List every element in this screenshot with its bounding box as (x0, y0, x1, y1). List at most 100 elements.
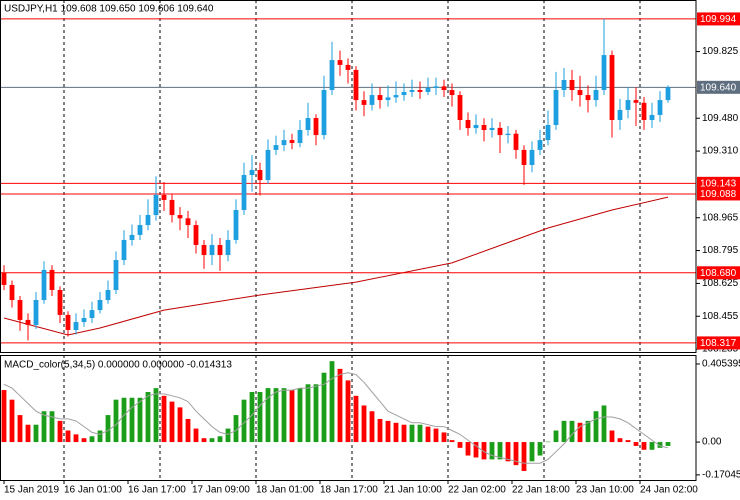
macd-bar (561, 420, 567, 443)
candle-body (425, 87, 431, 92)
macd-bar (41, 411, 47, 443)
candle-body (113, 260, 119, 290)
macd-bar (529, 442, 535, 462)
macd-bar (25, 424, 31, 443)
candle-body (593, 90, 599, 101)
candle-body (553, 90, 559, 125)
macd-bar (137, 397, 143, 443)
candle-body (401, 91, 407, 96)
candle-body (481, 124, 487, 131)
candle-body (233, 210, 239, 240)
candle-body (441, 86, 447, 91)
candle-body (9, 284, 15, 301)
candle-body (73, 322, 79, 330)
candle-body (513, 133, 519, 150)
candle-body (465, 119, 471, 129)
macd-bar (33, 424, 39, 443)
macd-bar (129, 397, 135, 443)
macd-bar (665, 442, 671, 446)
candle-body (185, 218, 191, 226)
candle-body (393, 95, 399, 98)
x-tick-label: 22 Jan 18:00 (512, 485, 570, 496)
macd-bar (241, 399, 247, 443)
macd-bar (537, 442, 543, 456)
candle-body (497, 127, 503, 136)
candle-body (473, 124, 479, 129)
macd-bar (153, 388, 159, 443)
candle-body (577, 90, 583, 96)
macd-bar (609, 430, 615, 443)
level-label-box (697, 187, 740, 201)
candle-body (569, 79, 575, 91)
x-tick-label: 17 Jan 09:00 (192, 485, 250, 496)
x-tick-label: 23 Jan 10:00 (576, 485, 634, 496)
candle-body (169, 199, 175, 216)
candle-body (353, 69, 359, 101)
macd-bar (521, 442, 527, 471)
macd-bar (497, 442, 503, 460)
indicator-title: MACD_color(5,34,5) 0.000000 0.000000 -0.… (4, 360, 232, 371)
candle-body (297, 130, 303, 143)
candle-body (201, 244, 207, 256)
level-label: 108.317 (700, 338, 737, 349)
macd-bar (257, 391, 263, 443)
macd-bar (369, 411, 375, 443)
candle-body (313, 118, 319, 136)
candle-body (641, 102, 647, 120)
candle-body (57, 289, 63, 315)
candle-body (49, 269, 55, 290)
candle-body (81, 317, 87, 323)
candle-body (289, 140, 295, 143)
candle-body (449, 90, 455, 96)
macd-bar (593, 411, 599, 443)
macd-bar (185, 418, 191, 443)
candle-body (273, 145, 279, 150)
candle-body (665, 87, 671, 101)
macd-bar (145, 391, 151, 443)
candle-body (561, 79, 567, 91)
macd-bar (633, 442, 639, 446)
macd-bar (481, 442, 487, 460)
macd-bar (417, 424, 423, 443)
candle-body (225, 239, 231, 256)
macd-bar (425, 426, 431, 443)
moving-average (3, 196, 669, 336)
candle-body (97, 300, 103, 311)
macd-bar (409, 424, 415, 443)
macd-bar (449, 440, 455, 443)
macd-bar (473, 442, 479, 458)
macd-bar (233, 415, 239, 443)
macd-bar (353, 395, 359, 443)
macd-bar (177, 407, 183, 443)
macd-bar (161, 395, 167, 443)
macd-bar (305, 384, 311, 443)
x-tick-label: 21 Jan 10:00 (384, 485, 442, 496)
candle-body (361, 100, 367, 105)
candle-body (121, 239, 127, 261)
x-tick-label: 16 Jan 01:00 (64, 485, 122, 496)
level-label: 109.640 (700, 82, 737, 93)
macd-bar (169, 401, 175, 443)
candle-body (41, 269, 47, 301)
x-tick-label: 16 Jan 17:00 (128, 485, 186, 496)
candle-body (241, 175, 247, 211)
macd-bar (329, 361, 335, 443)
x-tick-label: 15 Jan 2019 (4, 485, 59, 496)
level-label-box (697, 80, 740, 94)
macd-bar (465, 442, 471, 456)
candle-body (321, 90, 327, 136)
candle-body (489, 127, 495, 131)
candle-body (505, 133, 511, 136)
candle-body (529, 149, 535, 165)
level-label-box (697, 176, 740, 190)
macd-bar (121, 397, 127, 443)
y-tick-label: -0.170454 (702, 470, 740, 481)
macd-bar (81, 438, 87, 443)
x-tick-label: 18 Jan 01:00 (256, 485, 314, 496)
macd-bar (217, 436, 223, 443)
macd-bar (209, 438, 215, 443)
candle-body (105, 289, 111, 301)
macd-bar (289, 390, 295, 443)
level-label: 109.088 (700, 189, 737, 200)
